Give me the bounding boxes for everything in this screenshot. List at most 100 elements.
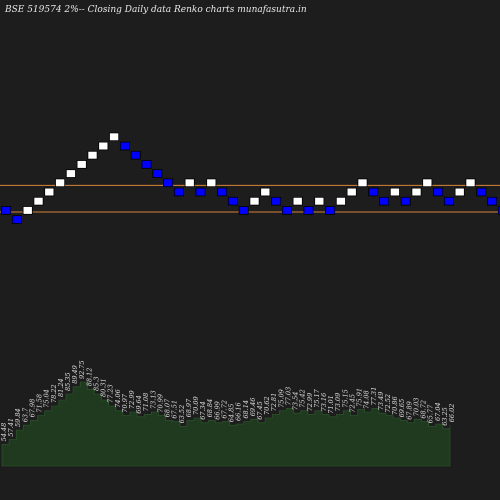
- renko-brick-up: [33, 196, 44, 206]
- volume-label: 70.09: [192, 396, 200, 415]
- renko-brick-down: [368, 187, 379, 197]
- renko-brick-down: [195, 187, 206, 197]
- renko-brick-up: [109, 132, 120, 142]
- volume-label: 63.25: [441, 407, 449, 426]
- volume-label: 68.84: [206, 399, 214, 418]
- renko-brick-down: [217, 187, 228, 197]
- volume-label: 77.31: [370, 387, 378, 406]
- renko-brick-down: [303, 206, 314, 215]
- renko-brick-up: [22, 206, 33, 215]
- volume-label: 68.07: [164, 398, 172, 417]
- volume-area-shape: [1, 381, 451, 467]
- volume-area: [1, 381, 451, 467]
- renko-brick-down: [11, 215, 22, 224]
- volume-label: 63.7: [21, 407, 29, 422]
- volume-label: 70.86: [391, 396, 399, 415]
- volume-label: 59.84: [14, 408, 22, 427]
- volume-label: 73.09: [334, 393, 342, 412]
- volume-label: 68.97: [185, 398, 193, 417]
- renko-brick-down: [433, 187, 444, 197]
- renko-brick-up: [465, 178, 476, 188]
- renko-brick-down: [400, 196, 411, 206]
- renko-brick-down: [227, 196, 238, 206]
- volume-label: 67.34: [199, 401, 207, 420]
- renko-brick-up: [292, 196, 303, 206]
- volume-label: 73.54: [292, 392, 300, 411]
- volume-label: 77.23: [107, 384, 115, 403]
- volume-label: 81.24: [57, 378, 65, 397]
- volume-label: 65.77: [427, 404, 435, 423]
- renko-brick-up: [357, 178, 368, 188]
- volume-label: 57.41: [7, 418, 15, 437]
- renko-brick-down: [152, 169, 163, 178]
- volume-label: 77.03: [284, 387, 292, 406]
- renko-brick-up: [76, 160, 87, 169]
- volume-label: 72.81: [270, 393, 278, 412]
- chart-title: BSE 519574 2%-- Closing Daily data Renko…: [4, 5, 307, 15]
- volume-label: 66.16: [235, 402, 243, 421]
- renko-brick-up: [249, 196, 260, 206]
- renko-brick-up: [454, 187, 465, 197]
- volume-label: 70.97: [121, 393, 129, 412]
- volume-label: 67.04: [434, 402, 442, 421]
- volume-label: 75.15: [341, 389, 349, 408]
- volume-label: 69.65: [398, 399, 406, 418]
- volume-label: 92.75: [78, 360, 86, 379]
- volume-label: 72.52: [384, 394, 392, 413]
- volume-label: 67.72: [220, 400, 228, 419]
- volume-label: 73.16: [320, 393, 328, 412]
- renko-brick-up: [44, 187, 55, 197]
- volume-label: 78.22: [50, 384, 58, 403]
- renko-brick-down: [271, 196, 282, 206]
- volume-label: 89.49: [71, 365, 79, 384]
- volume-label: 75.09: [277, 389, 285, 408]
- volume-label: 74.06: [114, 389, 122, 408]
- renko-brick-down: [119, 141, 130, 151]
- volume-label: 71.01: [327, 395, 335, 414]
- renko-brick-down: [487, 196, 498, 206]
- renko-brick-down: [163, 178, 174, 188]
- renko-brick-down: [497, 206, 500, 215]
- renko-brick-down: [130, 150, 141, 160]
- volume-label: 75.42: [299, 389, 307, 408]
- renko-brick-up: [87, 150, 98, 160]
- renko-brick-up: [55, 178, 66, 188]
- volume-label: 70.62: [263, 396, 271, 415]
- renko-brick-up: [206, 178, 217, 188]
- renko-brick-up: [346, 187, 357, 197]
- renko-brick-up: [335, 196, 346, 206]
- volume-label: 75.91: [356, 388, 364, 407]
- renko-brick-up: [260, 187, 271, 197]
- volume-label: 80.31: [100, 378, 108, 397]
- reference-lines: [0, 184, 500, 213]
- renko-brick-up: [411, 187, 422, 197]
- volume-label: 72.99: [128, 390, 136, 409]
- volume-label: 66.99: [213, 401, 221, 420]
- renko-brick-down: [379, 196, 390, 206]
- volume-label: 74.08: [363, 390, 371, 409]
- volume-label: 73.49: [377, 392, 385, 411]
- volume-label: 54.48: [0, 423, 8, 442]
- renko-brick-up: [65, 169, 76, 178]
- renko-brick-up: [422, 178, 433, 188]
- renko-brick-down: [325, 206, 336, 215]
- volume-label: 75.17: [313, 388, 321, 407]
- renko-brick-down: [476, 187, 487, 197]
- renko-brick-down: [281, 206, 292, 215]
- renko-brick-up: [314, 196, 325, 206]
- volume-label: 71.58: [36, 394, 44, 413]
- renko-brick-down: [443, 196, 454, 206]
- renko-brick-down: [238, 206, 249, 215]
- volume-label: 64.85: [228, 404, 236, 423]
- volume-label: 66.02: [448, 404, 456, 423]
- renko-brick-down: [1, 206, 12, 215]
- volume-label: 73.13: [149, 390, 157, 409]
- volume-label: 85.35: [64, 372, 72, 391]
- volume-label: 69.46: [249, 398, 257, 417]
- volume-label: 70.03: [412, 398, 420, 417]
- renko-bricks: [1, 132, 500, 224]
- volume-label: 67.45: [256, 401, 264, 420]
